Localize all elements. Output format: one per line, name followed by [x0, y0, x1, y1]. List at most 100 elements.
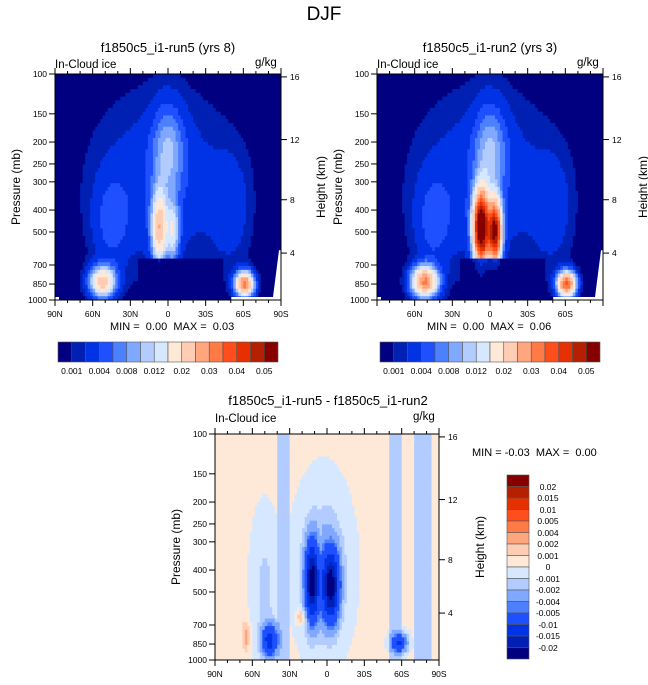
field-cell: [193, 81, 197, 86]
field-cell: [263, 89, 267, 94]
field-cell: [170, 126, 174, 131]
field-cell: [77, 156, 81, 162]
field-cell: [57, 202, 61, 207]
field-cell: [215, 198, 219, 203]
field-cell: [260, 220, 264, 226]
field-cell: [193, 205, 197, 210]
field-cell: [65, 100, 68, 105]
field-cell: [208, 228, 212, 233]
field-cell: [105, 277, 109, 282]
field-cell: [195, 171, 199, 177]
field-cell: [87, 74, 91, 79]
field-cell: [82, 115, 86, 120]
field-cell: [210, 183, 214, 188]
field-cell: [193, 107, 197, 113]
field-cell: [165, 126, 169, 131]
field-cell: [178, 266, 181, 271]
field-cell: [260, 213, 264, 218]
field-cell: [150, 187, 154, 192]
field-cell: [160, 149, 164, 154]
field-cell: [80, 104, 84, 109]
field-cell: [198, 254, 202, 259]
field-cell: [92, 126, 96, 131]
field-cell: [168, 168, 171, 173]
field-cell: [60, 138, 63, 143]
field-cell: [92, 273, 96, 278]
field-cell: [60, 85, 63, 90]
field-cell: [155, 228, 159, 233]
field-cell: [190, 115, 194, 120]
field-cell: [100, 164, 104, 169]
field-cell: [152, 81, 156, 86]
field-cell: [105, 179, 109, 184]
field-cell: [90, 107, 94, 113]
field-cell: [278, 122, 282, 128]
field-cell: [142, 89, 146, 94]
field-cell: [230, 119, 234, 124]
field-cell: [203, 149, 207, 154]
field-cell: [210, 104, 214, 109]
field-cell: [260, 149, 264, 154]
field-cell: [132, 202, 136, 207]
field-cell: [270, 273, 274, 278]
field-cell: [183, 107, 186, 113]
field-cell: [180, 247, 184, 252]
field-cell: [140, 202, 144, 207]
field-cell: [235, 205, 239, 210]
field-cell: [117, 89, 121, 94]
field-cell: [250, 107, 254, 113]
field-cell: [168, 171, 171, 177]
field-cell: [183, 220, 186, 226]
field-cell: [270, 220, 274, 226]
field-cell: [67, 168, 71, 173]
field-cell: [142, 130, 146, 135]
field-cell: [168, 205, 171, 210]
field-cell: [95, 160, 99, 165]
field-cell: [268, 277, 272, 282]
field-cell: [168, 107, 171, 113]
field-cell: [240, 107, 244, 113]
field-cell: [110, 92, 114, 97]
field-cell: [102, 96, 106, 101]
field-cell: [233, 217, 237, 222]
field-cell: [260, 175, 264, 180]
field-cell: [70, 209, 73, 214]
field-cell: [213, 96, 217, 101]
field-cell: [173, 96, 176, 101]
field-cell: [270, 190, 274, 195]
field-cell: [253, 209, 257, 214]
field-cell: [253, 273, 257, 278]
field-cell: [142, 107, 146, 113]
field-cell: [238, 183, 242, 188]
field-cell: [205, 149, 209, 154]
field-cell: [223, 156, 227, 162]
field-cell: [273, 251, 277, 256]
field-cell: [132, 281, 136, 286]
field-cell: [112, 130, 116, 135]
field-cell: [208, 205, 212, 210]
field-cell: [135, 156, 139, 162]
field-cell: [75, 235, 78, 241]
field-cell: [77, 107, 81, 113]
field-cell: [145, 179, 149, 184]
field-cell: [260, 153, 264, 158]
field-cell: [213, 239, 217, 244]
field-cell: [120, 119, 124, 124]
field-cell: [210, 141, 214, 146]
field-cell: [135, 217, 139, 222]
field-cell: [115, 100, 119, 105]
field-cell: [170, 269, 174, 275]
field-cell: [160, 119, 164, 124]
field-cell: [233, 247, 237, 252]
field-cell: [147, 134, 151, 139]
field-cell: [67, 107, 71, 113]
field-cell: [205, 179, 209, 184]
field-cell: [82, 160, 86, 165]
field-cell: [260, 190, 264, 195]
field-cell: [67, 119, 71, 124]
field-cell: [65, 235, 68, 241]
field-cell: [223, 77, 227, 82]
field-cell: [178, 187, 181, 192]
field-cell: [112, 213, 116, 218]
field-cell: [253, 266, 257, 271]
